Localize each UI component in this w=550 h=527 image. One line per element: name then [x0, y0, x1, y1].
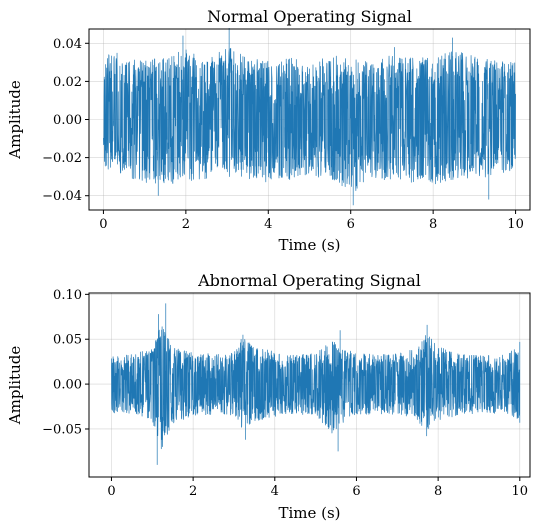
abnormal-signal-series-line	[111, 303, 521, 465]
y-tick-label: 0.00	[53, 378, 82, 393]
x-tick-label: 6	[347, 217, 355, 232]
x-tick-label: 6	[352, 484, 360, 499]
plot-frame	[88, 292, 531, 478]
x-tick-label: 8	[434, 484, 442, 499]
chart-title: Normal Operating Signal	[207, 7, 412, 26]
y-tick-label: 0.04	[53, 37, 82, 52]
y-tick-label: 0.00	[53, 113, 82, 128]
x-tick-label: 2	[182, 217, 190, 232]
x-tick-label: 8	[429, 217, 437, 232]
chart-title: Abnormal Operating Signal	[197, 271, 421, 290]
normal-signal-series-line	[103, 28, 516, 206]
x-tick-label: 10	[512, 484, 529, 499]
x-tick-label: 10	[507, 217, 524, 232]
x-tick-label: 4	[271, 484, 279, 499]
y-tick-label: 0.02	[53, 75, 82, 90]
x-tick-label: 0	[99, 217, 107, 232]
axis-ticks: 0 2 4 6 8 10 −0.05 0.00 0.05 0.10	[42, 288, 528, 499]
normal-signal-chart: 0 2 4 6 8 10 −0.04 −0.02 0.00 0.02 0.04 Normal Ope…	[6, 7, 531, 254]
x-tick-label: 0	[107, 484, 115, 499]
x-axis-label: Time (s)	[278, 504, 340, 522]
y-tick-label: 0.05	[53, 333, 82, 348]
x-tick-label: 2	[189, 484, 197, 499]
y-axis-label: Amplitude	[6, 80, 24, 160]
x-tick-label: 4	[264, 217, 272, 232]
y-tick-label: −0.02	[42, 151, 82, 166]
abnormal-signal-chart: 0 2 4 6 8 10 −0.05 0.00 0.05 0.10 Abnormal Operat…	[6, 271, 531, 522]
axis-ticks: 0 2 4 6 8 10 −0.04 −0.02 0.00 0.02 0.04	[42, 37, 524, 232]
y-tick-label: 0.10	[53, 288, 82, 303]
y-axis-label: Amplitude	[6, 346, 24, 426]
y-tick-label: −0.04	[42, 189, 82, 204]
x-axis-label: Time (s)	[278, 236, 340, 254]
y-tick-label: −0.05	[42, 422, 82, 437]
